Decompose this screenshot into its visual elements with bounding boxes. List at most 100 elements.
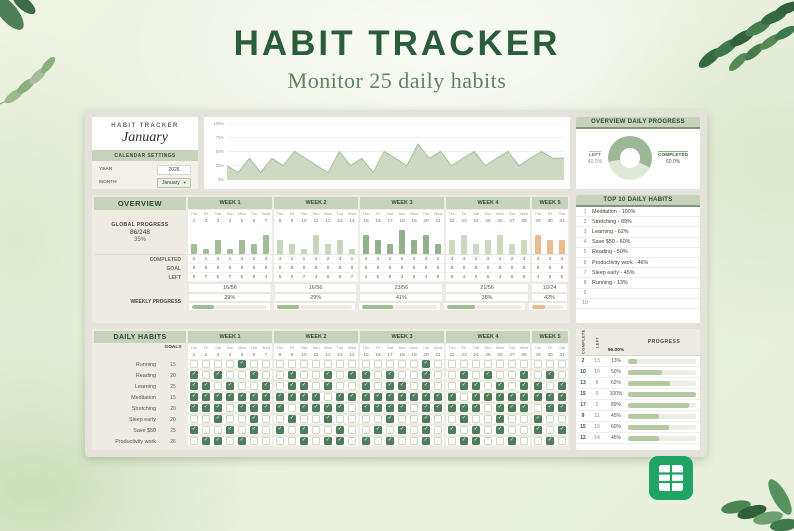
habit-checkbox[interactable] [558, 371, 566, 379]
habit-checkbox[interactable] [508, 404, 516, 412]
habit-checkbox[interactable] [460, 437, 468, 445]
habit-checkbox[interactable] [508, 371, 516, 379]
habit-checkbox[interactable] [434, 360, 442, 368]
habit-checkbox[interactable] [422, 437, 430, 445]
habit-checkbox[interactable] [508, 426, 516, 434]
habit-checkbox[interactable] [238, 426, 246, 434]
habit-checkbox[interactable] [202, 437, 210, 445]
habit-checkbox[interactable] [250, 437, 258, 445]
habit-checkbox[interactable] [324, 404, 332, 412]
habit-checkbox[interactable] [202, 426, 210, 434]
habit-checkbox[interactable] [238, 360, 246, 368]
habit-checkbox[interactable] [214, 371, 222, 379]
habit-checkbox[interactable] [202, 371, 210, 379]
habit-checkbox[interactable] [484, 393, 492, 401]
habit-checkbox[interactable] [472, 382, 480, 390]
habit-checkbox[interactable] [386, 382, 394, 390]
habit-checkbox[interactable] [238, 382, 246, 390]
habit-checkbox[interactable] [410, 393, 418, 401]
habit-checkbox[interactable] [386, 426, 394, 434]
habit-checkbox[interactable] [546, 437, 554, 445]
habit-checkbox[interactable] [276, 393, 284, 401]
habit-checkbox[interactable] [300, 437, 308, 445]
habit-checkbox[interactable] [496, 426, 504, 434]
habit-checkbox[interactable] [448, 437, 456, 445]
habit-checkbox[interactable] [484, 426, 492, 434]
habit-checkbox[interactable] [312, 437, 320, 445]
habit-checkbox[interactable] [324, 426, 332, 434]
habit-checkbox[interactable] [362, 426, 370, 434]
habit-checkbox[interactable] [472, 393, 480, 401]
habit-checkbox[interactable] [496, 360, 504, 368]
habit-checkbox[interactable] [558, 437, 566, 445]
habit-checkbox[interactable] [386, 371, 394, 379]
habit-checkbox[interactable] [262, 371, 270, 379]
habit-checkbox[interactable] [214, 426, 222, 434]
habit-checkbox[interactable] [202, 382, 210, 390]
habit-checkbox[interactable] [460, 360, 468, 368]
habit-checkbox[interactable] [288, 371, 296, 379]
habit-checkbox[interactable] [520, 426, 528, 434]
habit-checkbox[interactable] [508, 437, 516, 445]
habit-checkbox[interactable] [300, 360, 308, 368]
habit-checkbox[interactable] [202, 360, 210, 368]
habit-checkbox[interactable] [484, 360, 492, 368]
habit-checkbox[interactable] [410, 426, 418, 434]
habit-checkbox[interactable] [226, 426, 234, 434]
habit-checkbox[interactable] [374, 415, 382, 423]
habit-checkbox[interactable] [534, 393, 542, 401]
habit-checkbox[interactable] [226, 371, 234, 379]
habit-checkbox[interactable] [238, 393, 246, 401]
habit-checkbox[interactable] [214, 437, 222, 445]
year-value[interactable]: 2026 [157, 164, 191, 175]
habit-checkbox[interactable] [508, 360, 516, 368]
habit-checkbox[interactable] [238, 404, 246, 412]
habit-checkbox[interactable] [214, 360, 222, 368]
habit-checkbox[interactable] [250, 426, 258, 434]
habit-checkbox[interactable] [336, 371, 344, 379]
habit-checkbox[interactable] [508, 393, 516, 401]
habit-checkbox[interactable] [484, 437, 492, 445]
habit-checkbox[interactable] [546, 415, 554, 423]
habit-checkbox[interactable] [398, 371, 406, 379]
habit-checkbox[interactable] [434, 404, 442, 412]
habit-checkbox[interactable] [410, 360, 418, 368]
habit-checkbox[interactable] [312, 360, 320, 368]
habit-checkbox[interactable] [496, 415, 504, 423]
habit-checkbox[interactable] [276, 426, 284, 434]
habit-checkbox[interactable] [520, 415, 528, 423]
habit-checkbox[interactable] [422, 371, 430, 379]
month-dropdown[interactable]: January ▾ [157, 177, 191, 188]
habit-checkbox[interactable] [386, 415, 394, 423]
habit-checkbox[interactable] [448, 393, 456, 401]
habit-checkbox[interactable] [472, 404, 480, 412]
habit-checkbox[interactable] [324, 382, 332, 390]
habit-checkbox[interactable] [374, 371, 382, 379]
habit-checkbox[interactable] [312, 393, 320, 401]
habit-checkbox[interactable] [312, 404, 320, 412]
habit-checkbox[interactable] [448, 426, 456, 434]
habit-checkbox[interactable] [508, 382, 516, 390]
habit-checkbox[interactable] [422, 393, 430, 401]
habit-checkbox[interactable] [190, 371, 198, 379]
habit-checkbox[interactable] [276, 360, 284, 368]
habit-checkbox[interactable] [312, 371, 320, 379]
habit-checkbox[interactable] [336, 426, 344, 434]
habit-checkbox[interactable] [324, 437, 332, 445]
habit-checkbox[interactable] [520, 437, 528, 445]
habit-checkbox[interactable] [546, 404, 554, 412]
habit-checkbox[interactable] [300, 415, 308, 423]
habit-checkbox[interactable] [250, 404, 258, 412]
habit-checkbox[interactable] [520, 382, 528, 390]
habit-checkbox[interactable] [238, 371, 246, 379]
habit-checkbox[interactable] [374, 393, 382, 401]
habit-checkbox[interactable] [288, 404, 296, 412]
habit-checkbox[interactable] [362, 437, 370, 445]
habit-checkbox[interactable] [190, 415, 198, 423]
habit-checkbox[interactable] [558, 382, 566, 390]
google-sheets-icon[interactable] [649, 456, 693, 500]
habit-checkbox[interactable] [520, 404, 528, 412]
habit-checkbox[interactable] [262, 426, 270, 434]
habit-checkbox[interactable] [374, 382, 382, 390]
habit-checkbox[interactable] [398, 393, 406, 401]
